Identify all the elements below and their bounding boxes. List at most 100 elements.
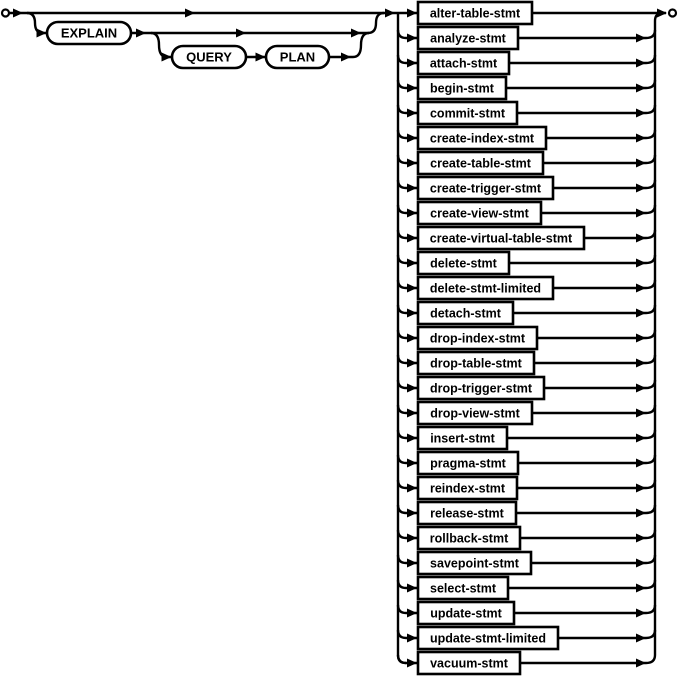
keyword-query: QUERY [170,44,248,70]
arrowhead-icon [407,458,417,468]
node-create-virtual-table-stmt[interactable]: create-virtual-table-stmt [416,225,586,251]
arrowhead-icon [407,33,417,43]
nonterminal-label: create-index-stmt [430,132,535,146]
arrowhead-icon [255,52,266,62]
node-update-stmt-limited[interactable]: update-stmt-limited [416,625,560,651]
row-branch-in [396,604,418,615]
node-drop-view-stmt[interactable]: drop-view-stmt [416,400,534,426]
node-reindex-stmt[interactable]: reindex-stmt [416,475,519,501]
keyword-label: QUERY [186,50,232,65]
keyword-plan: PLAN [264,44,331,70]
end-terminal-icon [667,8,678,18]
query-merge-up [352,31,370,59]
arrowhead-icon [407,608,417,618]
nonterminal-label: delete-stmt [430,257,498,271]
row-branch-in [396,104,418,115]
row-exit-line [544,379,657,390]
arrowhead-icon [636,633,646,643]
row-branch-in [396,254,418,265]
arrowhead-icon [407,183,417,193]
node-update-stmt[interactable]: update-stmt [416,600,516,626]
node-drop-table-stmt[interactable]: drop-table-stmt [416,350,536,376]
nonterminal-label: release-stmt [430,507,504,521]
query-branch-in [150,31,171,59]
row-branch-in [396,454,418,465]
arrowhead-icon [407,383,417,393]
node-create-index-stmt[interactable]: create-index-stmt [416,125,548,151]
node-begin-stmt[interactable]: begin-stmt [416,75,508,101]
node-rollback-stmt[interactable]: rollback-stmt [416,525,522,551]
row-branch-in [396,429,418,440]
row-branch-in [396,379,418,390]
node-insert-stmt[interactable]: insert-stmt [416,425,509,451]
node-pragma-stmt[interactable]: pragma-stmt [416,450,520,476]
explain-merge-up [367,11,385,35]
arrowhead-icon [236,28,246,38]
row-exit-line [532,404,657,415]
row-exit-line [543,154,657,165]
node-create-table-stmt[interactable]: create-table-stmt [416,150,545,176]
arrowhead-icon [13,8,23,18]
nonterminal-label: vacuum-stmt [430,657,509,671]
node-attach-stmt[interactable]: attach-stmt [416,50,511,76]
nonterminal-label: create-table-stmt [430,157,532,171]
arrowhead-icon [407,58,417,68]
arrowhead-icon [636,533,646,543]
arrowhead-icon [407,658,417,668]
nonterminal-label: commit-stmt [430,107,506,121]
nonterminal-label: delete-stmt-limited [430,282,541,296]
node-detach-stmt[interactable]: detach-stmt [416,300,515,326]
arrowhead-icon [636,333,646,343]
row-branch-in [396,404,418,415]
nonterminal-label: pragma-stmt [430,457,507,471]
arrowhead-icon [407,108,417,118]
row-exit-line [509,254,657,265]
nonterminal-label: reindex-stmt [430,482,506,496]
row-branch-in [396,204,418,215]
arrowhead-icon [636,558,646,568]
arrowhead-icon [636,158,646,168]
arrowhead-icon [185,8,195,18]
node-delete-stmt[interactable]: delete-stmt [416,250,511,276]
row-exit-line [517,479,657,490]
nonterminal-label: alter-table-stmt [430,7,521,21]
arrowhead-icon [636,608,646,618]
node-alter-table-stmt[interactable]: alter-table-stmt [416,0,534,26]
start-terminal-icon [0,8,11,18]
arrowhead-icon [36,28,47,38]
node-analyze-stmt[interactable]: analyze-stmt [416,25,520,51]
node-release-stmt[interactable]: release-stmt [416,500,518,526]
row-exit-line [513,304,657,315]
arrowhead-icon [407,633,417,643]
node-drop-index-stmt[interactable]: drop-index-stmt [416,325,539,351]
row-exit-line [516,504,657,515]
node-select-stmt[interactable]: select-stmt [416,575,510,601]
arrowhead-icon [636,108,646,118]
row-exit-line [507,429,657,440]
arrowhead-icon [407,83,417,93]
node-commit-stmt[interactable]: commit-stmt [416,100,519,126]
arrowhead-icon [407,533,417,543]
node-savepoint-stmt[interactable]: savepoint-stmt [416,550,533,576]
row-exit-line [553,279,657,290]
row-branch-in [396,54,418,65]
arrowhead-icon [636,183,646,193]
row-branch-in [396,504,418,515]
row-branch-in [396,29,418,40]
row-exit-line [537,329,657,340]
arrowhead-icon [636,408,646,418]
arrowhead-icon [407,308,417,318]
arrowhead-icon [407,8,417,18]
node-create-trigger-stmt[interactable]: create-trigger-stmt [416,175,555,201]
node-create-view-stmt[interactable]: create-view-stmt [416,200,543,226]
node-delete-stmt-limited[interactable]: delete-stmt-limited [416,275,555,301]
row-exit-line [518,454,657,465]
node-vacuum-stmt[interactable]: vacuum-stmt [416,650,522,676]
node-drop-trigger-stmt[interactable]: drop-trigger-stmt [416,375,546,401]
row-exit-line [541,204,657,215]
arrowhead-icon [636,358,646,368]
nonterminal-label: drop-trigger-stmt [430,382,533,396]
nonterminal-label: begin-stmt [430,82,495,96]
